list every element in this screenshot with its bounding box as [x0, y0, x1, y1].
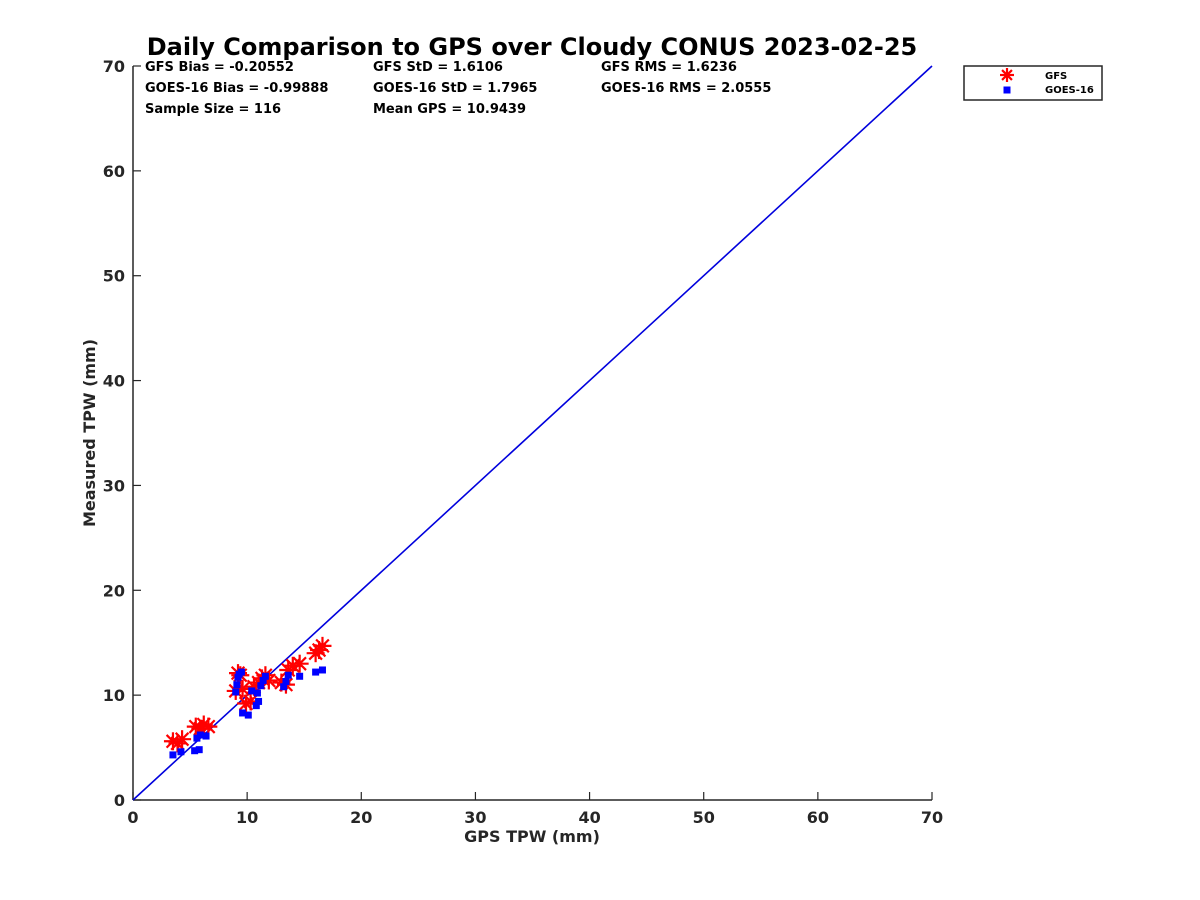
- x-tick-label: 30: [464, 808, 486, 827]
- goes16-point: [252, 702, 260, 710]
- goes16-point: [239, 709, 247, 717]
- goes16-point: [253, 689, 261, 697]
- x-tick-label: 0: [127, 808, 138, 827]
- gfs-rms-label: GFS RMS = 1.6236: [601, 60, 737, 75]
- gfs-legend-asterisk: [1000, 68, 1014, 82]
- legend-box: [963, 65, 1103, 101]
- gfs-point: [290, 654, 309, 673]
- x-ticks: 0 10 20 30 40 50 60 70: [127, 792, 943, 827]
- goes16-point: [244, 711, 252, 719]
- goes16-point: [232, 688, 240, 696]
- legend-goes-label: GOES-16: [1045, 85, 1094, 96]
- y-axis-label: Measured TPW (mm): [80, 339, 99, 527]
- gfs-point: [173, 730, 192, 749]
- goes16-point: [196, 731, 204, 739]
- legend: GFS GOES-16: [963, 65, 1103, 101]
- goes16-point: [312, 668, 320, 676]
- y-tick-label: 40: [103, 372, 125, 391]
- y-ticks: 0 10 20 30 40 50 60 70: [103, 57, 141, 810]
- goes16-point: [257, 682, 265, 690]
- goes16-point: [177, 748, 185, 756]
- goes16-point: [282, 678, 290, 686]
- gfs-point: [313, 636, 332, 655]
- goes16-point: [318, 666, 326, 674]
- gfs-bias-label: GFS Bias = -0.20552: [145, 60, 294, 75]
- gfs-std-label: GFS StD = 1.6106: [373, 60, 503, 75]
- sample-size-label: Sample Size = 116: [145, 102, 281, 117]
- goes16-point: [280, 683, 288, 691]
- goes16-point: [261, 672, 269, 680]
- goes-std-label: GOES-16 StD = 1.7965: [373, 81, 537, 96]
- x-axis-label: GPS TPW (mm): [464, 827, 600, 846]
- goes16-point: [284, 671, 292, 679]
- x-tick-label: 10: [236, 808, 258, 827]
- x-tick-label: 40: [578, 808, 600, 827]
- goes16-point: [169, 751, 177, 759]
- goes16-point: [296, 672, 304, 680]
- legend-gfs-label: GFS: [1045, 71, 1067, 82]
- x-tick-label: 60: [807, 808, 829, 827]
- chart-title: Daily Comparison to GPS over Cloudy CONU…: [147, 33, 918, 61]
- goes-rms-label: GOES-16 RMS = 2.0555: [601, 81, 771, 96]
- goes16-legend-square: [1003, 86, 1011, 94]
- goes16-point: [248, 687, 256, 695]
- goes16-point: [237, 668, 245, 676]
- goes16-point: [259, 676, 267, 684]
- mean-gps-label: Mean GPS = 10.9439: [373, 102, 526, 117]
- legend-gfs-marker: [1000, 68, 1014, 82]
- y-tick-label: 20: [103, 581, 125, 600]
- y-tick-label: 70: [103, 57, 125, 76]
- goes16-point: [202, 732, 210, 740]
- y-tick-label: 50: [103, 267, 125, 286]
- y-tick-label: 0: [114, 791, 125, 810]
- x-tick-label: 70: [921, 808, 943, 827]
- goes16-point: [195, 746, 203, 754]
- legend-goes-marker: [1003, 86, 1011, 94]
- y-tick-label: 10: [103, 686, 125, 705]
- goes16-point: [255, 697, 263, 705]
- data-points: [163, 636, 332, 759]
- goes16-point: [191, 747, 199, 755]
- y-tick-label: 30: [103, 476, 125, 495]
- x-tick-label: 50: [693, 808, 715, 827]
- goes16-point: [233, 681, 241, 689]
- x-tick-label: 20: [350, 808, 372, 827]
- y-tick-label: 60: [103, 162, 125, 181]
- goes-bias-label: GOES-16 Bias = -0.99888: [145, 81, 328, 96]
